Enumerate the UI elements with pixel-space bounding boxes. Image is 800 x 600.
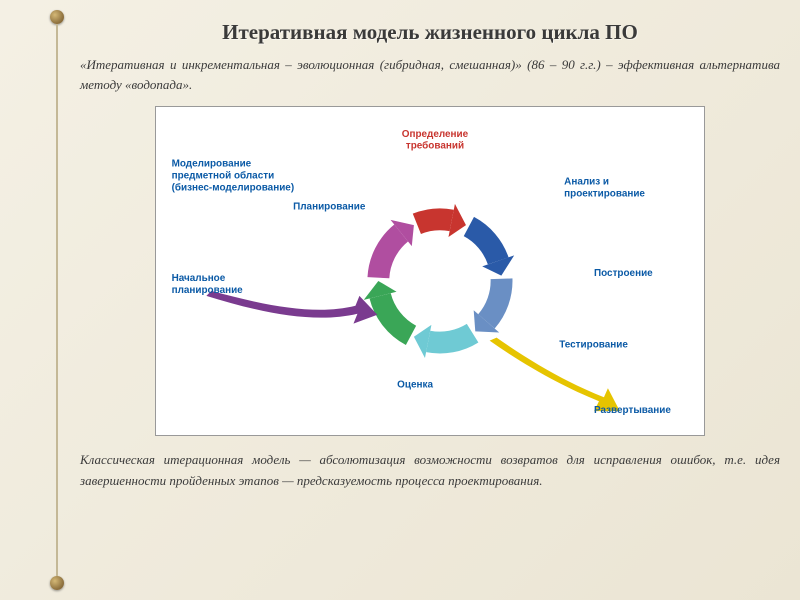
label-deploy: Развертывание <box>594 405 671 416</box>
a-eval <box>370 293 417 345</box>
brass-pin-top <box>50 10 64 24</box>
cycle-diagram: Определениетребований Анализ ипроектирова… <box>155 106 705 436</box>
footer-text: Классическая итерационная модель — абсол… <box>80 450 780 492</box>
label-build: Построение <box>594 268 653 279</box>
a-ana <box>464 217 509 265</box>
brass-pin-bottom <box>50 576 64 590</box>
label-ana: Анализ ипроектирование <box>564 177 645 200</box>
a-test <box>426 324 478 354</box>
subtitle-text: «Итеративная и инкрементальная – эволюци… <box>80 55 780 94</box>
label-req: Определениетребований <box>402 129 469 152</box>
diagram-svg: Определениетребований Анализ ипроектирова… <box>156 107 704 435</box>
slide-content: Итеративная модель жизненного цикла ПО «… <box>80 20 780 580</box>
a-req <box>413 208 454 234</box>
label-test: Тестирование <box>559 340 628 351</box>
label-iplan: Начальноепланирование <box>172 273 244 296</box>
label-eval: Оценка <box>397 379 433 390</box>
label-bmod: Моделированиепредметной области(бизнес-м… <box>172 159 295 194</box>
page-title: Итеративная модель жизненного цикла ПО <box>80 20 780 45</box>
decor-line <box>56 24 58 576</box>
label-plan: Планирование <box>293 201 366 212</box>
